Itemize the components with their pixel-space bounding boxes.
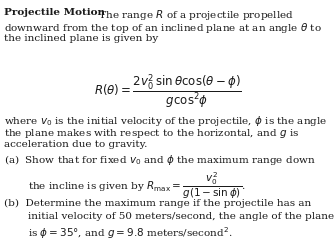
Text: where $v_0$ is the initial velocity of the projectile, $\phi$ is the angle: where $v_0$ is the initial velocity of t…	[4, 114, 327, 128]
Text: $R(\theta) = \dfrac{2v_0^2\,\sin\theta\cos(\theta - \phi)}{g\cos^2\!\phi}$: $R(\theta) = \dfrac{2v_0^2\,\sin\theta\c…	[94, 72, 242, 110]
Text: downward from the top of an inclined plane at an angle $\theta$ to: downward from the top of an inclined pla…	[4, 21, 322, 35]
Text: the inclined plane is given by: the inclined plane is given by	[4, 34, 158, 43]
Text: The range $R$ of a projectile propelled: The range $R$ of a projectile propelled	[92, 8, 294, 22]
Text: (b)  Determine the maximum range if the projectile has an: (b) Determine the maximum range if the p…	[4, 199, 311, 208]
Text: (a)  Show that for fixed $v_0$ and $\phi$ the maximum range down: (a) Show that for fixed $v_0$ and $\phi$…	[4, 153, 316, 167]
Text: the incline is given by $R_{\mathrm{max}} = \dfrac{v_0^2}{g(1-\sin\phi)}$.: the incline is given by $R_{\mathrm{max}…	[28, 171, 246, 201]
Text: initial velocity of 50 meters/second, the angle of the plane: initial velocity of 50 meters/second, th…	[28, 212, 334, 221]
Text: the plane makes with respect to the horizontal, and $g$ is: the plane makes with respect to the hori…	[4, 127, 299, 140]
Text: Projectile Motion: Projectile Motion	[4, 8, 105, 17]
Text: acceleration due to gravity.: acceleration due to gravity.	[4, 140, 148, 149]
Text: is $\phi = 35°$, and $g = 9.8$ meters/second$^2$.: is $\phi = 35°$, and $g = 9.8$ meters/se…	[28, 225, 233, 240]
